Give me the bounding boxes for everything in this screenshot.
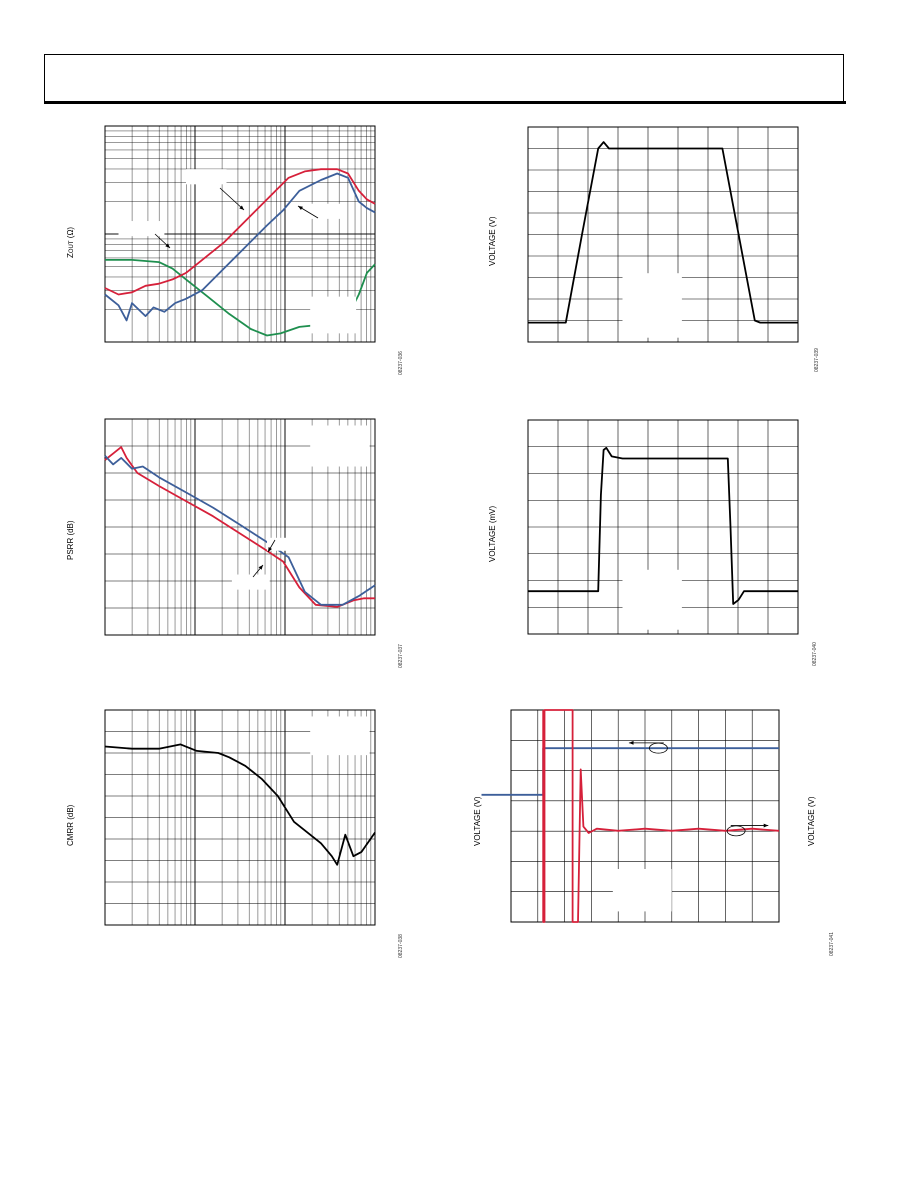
psrr-figure-id: 08237-037 bbox=[398, 644, 404, 668]
psrr-callout-box bbox=[231, 574, 270, 590]
step-mv-legend-box bbox=[622, 569, 682, 630]
zout-callout-box bbox=[302, 203, 343, 219]
cmrr-legend-box bbox=[310, 716, 370, 756]
zout-arrow-head bbox=[298, 206, 303, 211]
cmrr-figure-id: 08237-038 bbox=[398, 934, 404, 958]
settling-legend-box bbox=[612, 869, 672, 912]
zout-arrow-shaft bbox=[219, 187, 245, 211]
step-v-legend-box bbox=[622, 273, 682, 338]
zout-arrow-head bbox=[165, 243, 170, 248]
settling-left-y-axis-label: VOLTAGE (V) bbox=[473, 796, 482, 847]
zout-arrow-head bbox=[239, 205, 244, 210]
settling-right-y-axis-label: VOLTAGE (V) bbox=[807, 796, 816, 847]
psrr-arrow-head bbox=[268, 547, 273, 552]
settling-figure-id: 08237-041 bbox=[829, 932, 835, 956]
cmrr-y-axis-label: CMRR (dB) bbox=[66, 804, 75, 846]
header-rule bbox=[44, 101, 846, 104]
zout-series-line-blue bbox=[104, 172, 376, 322]
cmrr-series-line-black bbox=[104, 743, 376, 866]
zout-series-line-red bbox=[104, 168, 376, 296]
zout-callout-box bbox=[186, 169, 227, 185]
psrr-arrow-head bbox=[258, 565, 263, 570]
step-mv-series-line-black bbox=[528, 446, 798, 605]
zout-figure-id: 08237-036 bbox=[398, 351, 404, 375]
psrr-y-axis-label: PSRR (dB) bbox=[66, 520, 75, 560]
settling-series-line-blue bbox=[481, 747, 779, 796]
zout-y-axis-label: ZOUT (Ω) bbox=[66, 226, 75, 258]
step-millivolt-figure-id: 08237-040 bbox=[812, 642, 818, 666]
step-v-series-line-black bbox=[528, 141, 798, 324]
zout-legend-box bbox=[310, 296, 357, 334]
zout-callout-box bbox=[118, 221, 165, 237]
psrr-series-line-blue bbox=[104, 455, 376, 606]
settling-arrow-head bbox=[628, 740, 634, 745]
step-millivolt-y-axis-label: VOLTAGE (mV) bbox=[488, 505, 497, 562]
step-voltage-figure-id: 08237-039 bbox=[814, 348, 820, 372]
psrr-callout-box bbox=[267, 537, 300, 551]
psrr-legend-box bbox=[310, 425, 370, 467]
settling-arrow-head bbox=[763, 823, 769, 828]
settling-series-line-red bbox=[542, 709, 780, 923]
step-voltage-y-axis-label: VOLTAGE (V) bbox=[488, 216, 497, 267]
